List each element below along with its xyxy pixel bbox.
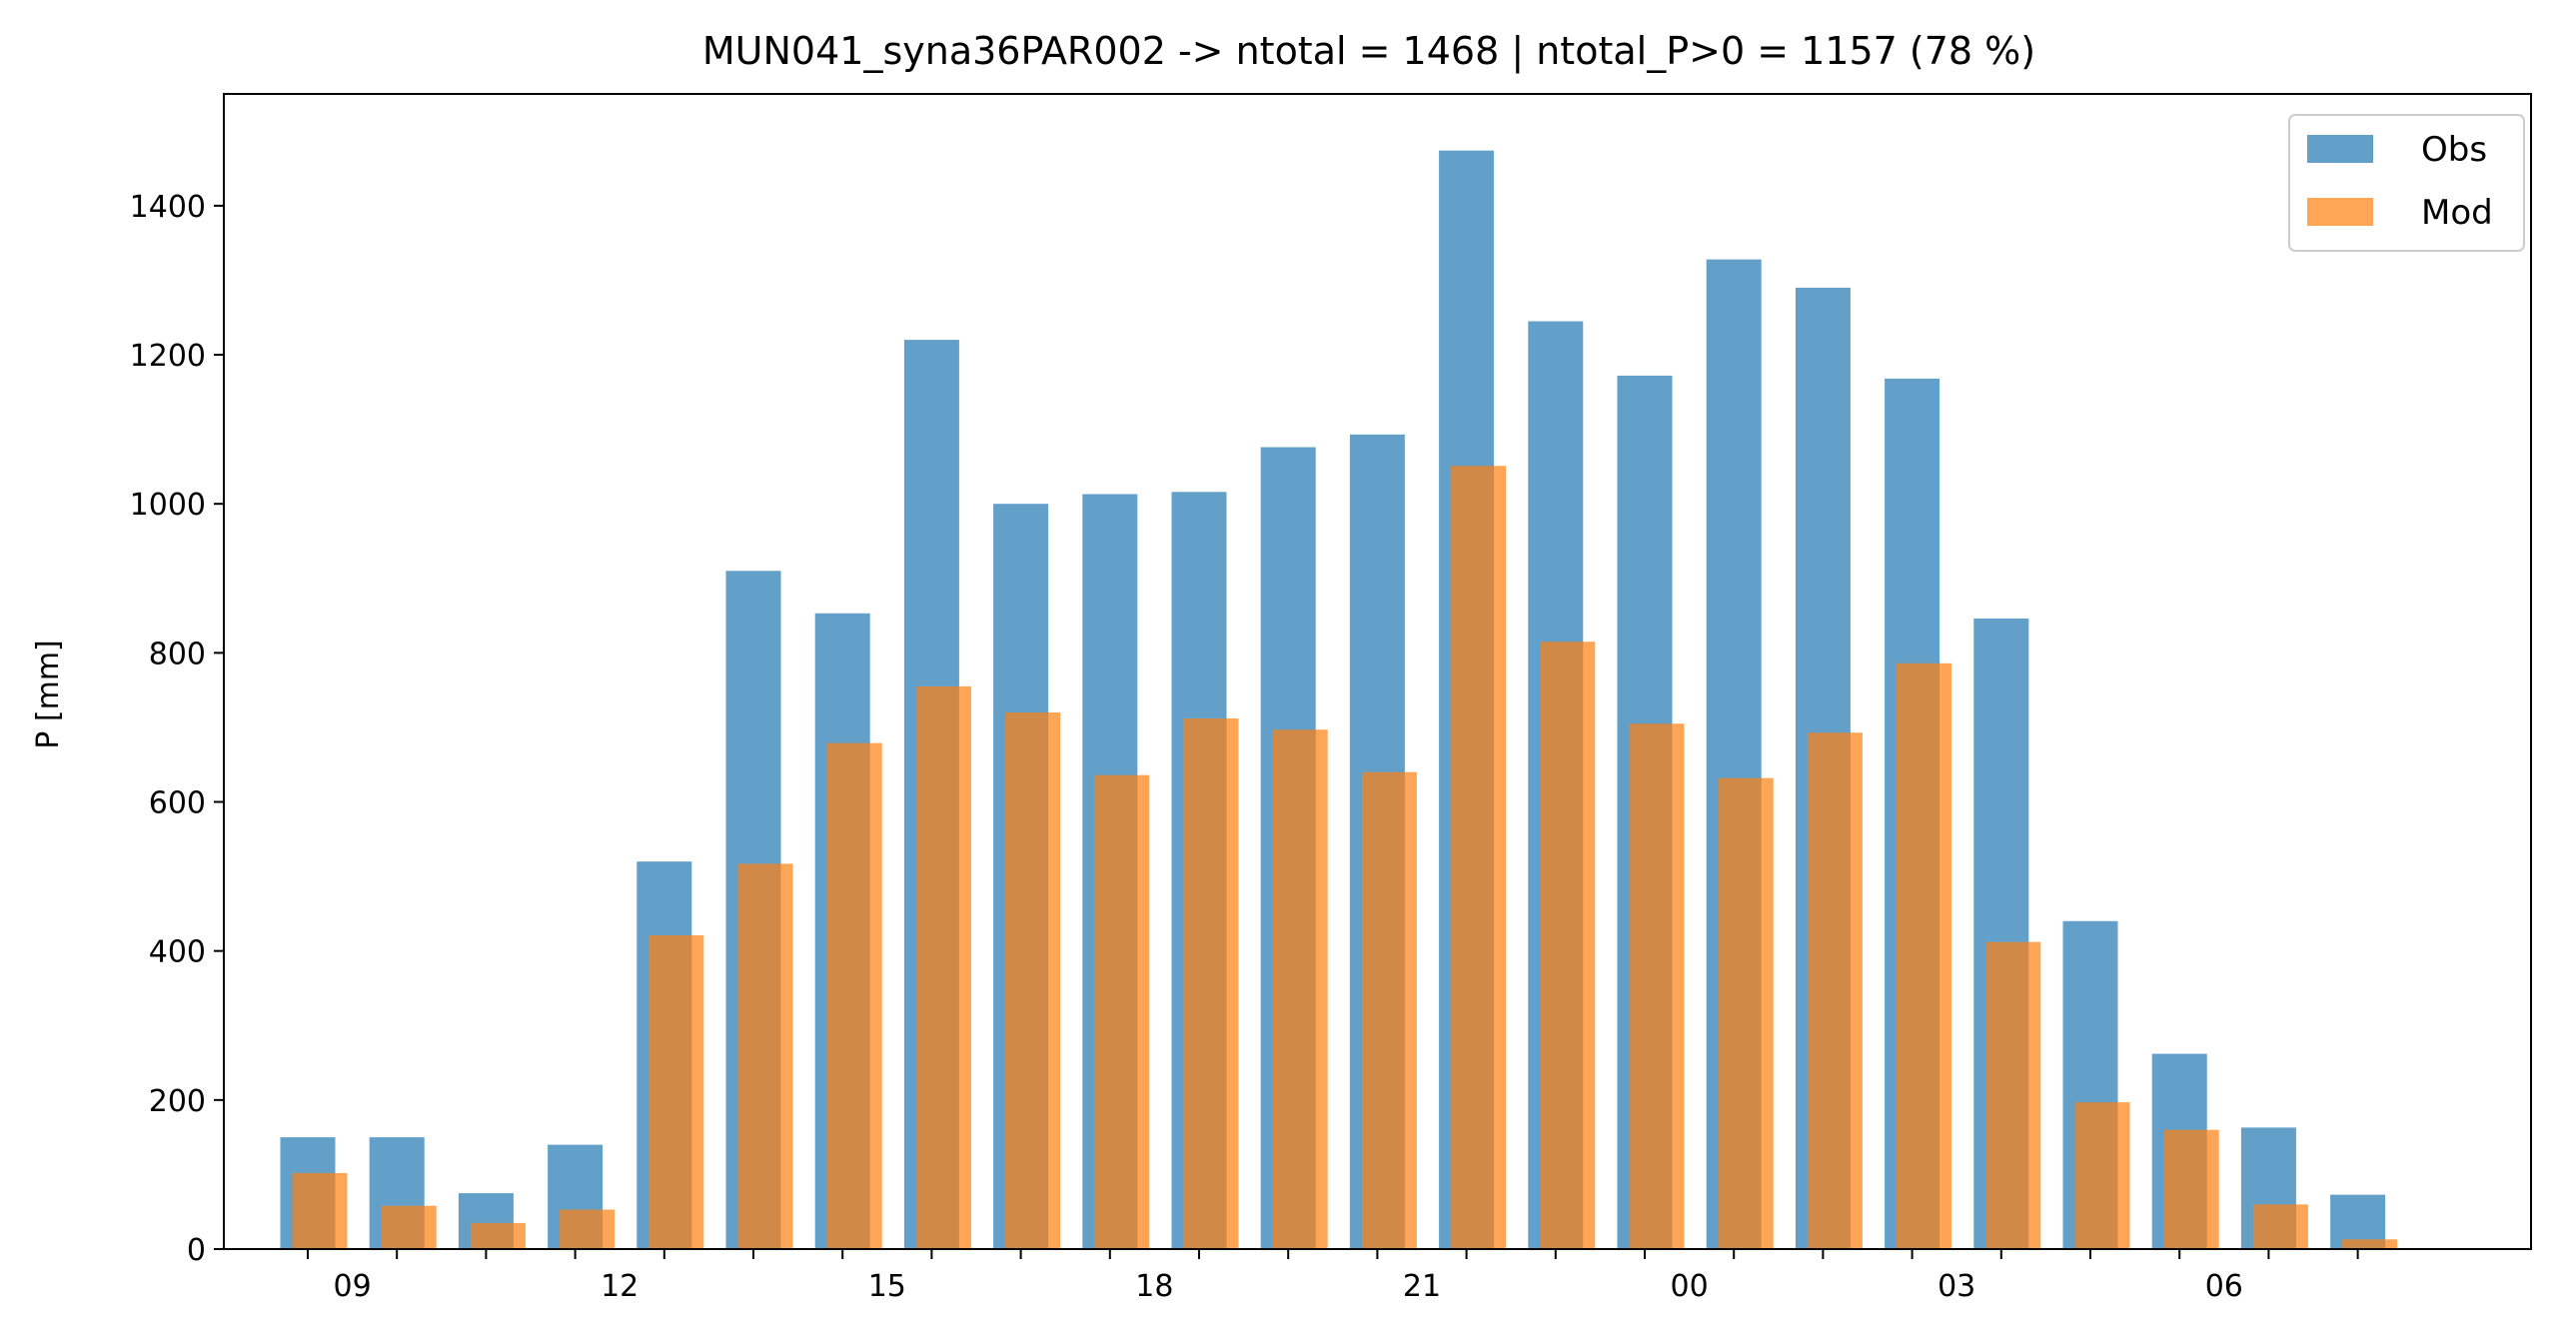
y-tick-label: 200 [149,1084,206,1119]
mod-bar [381,1205,437,1249]
mod-bar [1629,723,1685,1249]
y-tick-label: 800 [149,637,206,671]
x-tick-label: 00 [1671,1269,1709,1304]
mod-bar [915,685,971,1249]
x-tick-label: 06 [2205,1269,2243,1304]
y-tick-label: 1400 [130,190,206,225]
mod-bar [2342,1239,2398,1249]
y-tick-label: 600 [149,786,206,821]
x-tick-label: 18 [1135,1269,1173,1304]
mod-bar [1094,774,1150,1249]
legend-label-obs: Obs [2421,130,2487,170]
x-tick-label: 15 [868,1269,906,1304]
mod-bar [826,742,882,1249]
mod-series [292,466,2398,1249]
legend-label-mod: Mod [2421,193,2493,233]
y-tick-label: 1000 [130,488,206,523]
y-tick-label: 0 [187,1233,206,1268]
mod-bar [2074,1102,2130,1249]
x-tick-label: 21 [1403,1269,1441,1304]
legend-swatch-obs [2307,135,2373,163]
y-axis: 0 200 400 600 800 1000 1200 1400 [130,190,224,1268]
y-axis-label: P [mm] [31,640,66,748]
plot-frame [223,93,2532,1250]
legend-swatch-mod [2307,198,2373,226]
y-tick-label: 1200 [130,339,206,374]
mod-bar [1540,642,1596,1249]
x-tick-label: 03 [1937,1269,1975,1304]
obs-series [280,150,2386,1250]
x-tick-label: 12 [601,1269,639,1304]
mod-bar [2163,1129,2219,1249]
mod-bar [1272,729,1328,1249]
legend: Obs Mod [2288,114,2525,252]
mod-bar [1005,712,1061,1249]
mod-bar [1361,771,1417,1249]
x-tick-label: 09 [334,1269,372,1304]
x-axis: 09 12 15 18 21 00 03 06 [307,1249,2359,1304]
mod-bar [1183,718,1239,1249]
mod-bar [560,1209,616,1249]
mod-bar [1807,732,1863,1249]
mod-bar [470,1222,526,1249]
mod-bar [1451,466,1507,1249]
chart-title: MUN041_syna36PAR002 -> ntotal = 1468 | n… [702,29,2035,74]
mod-bar [648,935,704,1249]
mod-bar [292,1172,348,1249]
mod-bar [2252,1204,2308,1249]
mod-bar [737,863,793,1249]
mod-bar [1718,777,1774,1249]
mod-bar [1897,663,1952,1249]
mod-bar [1985,941,2041,1249]
y-tick-label: 400 [149,935,206,970]
